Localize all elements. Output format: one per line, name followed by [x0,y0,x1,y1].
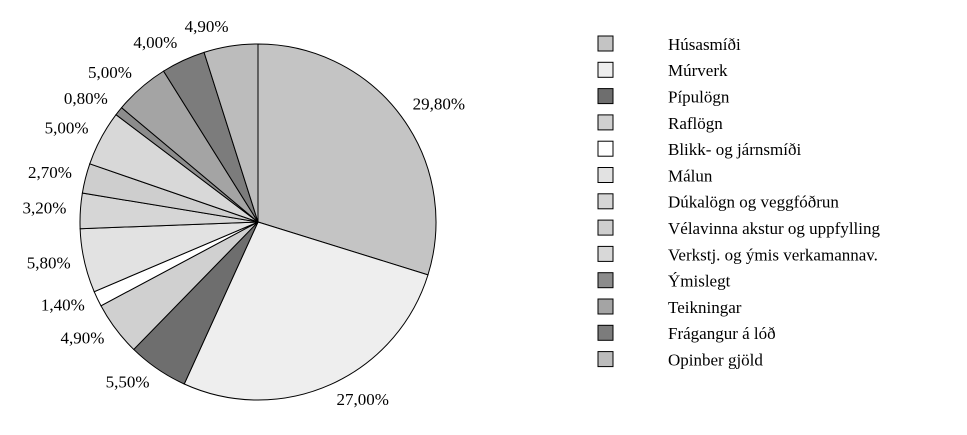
legend-swatch [597,324,614,341]
data-label: 2,70% [28,163,72,182]
legend-label: Dúkalögn og veggfóðrun [668,193,839,212]
legend-swatch [597,298,614,315]
legend-label: Múrverk [668,61,728,80]
legend-swatch [597,35,614,52]
legend-label: Verkstj. og ýmis verkamannav. [668,245,878,264]
data-label: 3,20% [22,199,66,218]
legend-label: Vélavinna akstur og uppfylling [668,219,880,238]
data-label: 1,40% [41,295,85,314]
legend-label: Frágangur á lóð [668,324,776,343]
data-label: 27,00% [336,390,388,409]
legend-swatch [597,272,614,289]
data-label: 5,80% [27,254,71,273]
legend-label: Raflögn [668,114,723,133]
pie-slice [183,221,429,401]
legend-label: Málun [668,166,713,185]
legend-swatch [597,351,614,368]
data-label: 4,90% [61,329,105,348]
legend-swatch [597,245,614,262]
data-label: 4,90% [185,17,229,36]
legend-label: Ýmislegt [668,272,731,291]
data-label: 29,80% [413,95,465,114]
legend-label: Blikk- og járnsmíði [668,140,801,159]
legend-swatch [597,88,614,105]
legend-swatch [597,114,614,131]
legend-label: Húsasmíði [668,35,741,54]
legend-swatch [597,193,614,210]
data-label: 4,00% [133,33,177,52]
data-label: 5,50% [106,373,150,392]
pie-slice [257,43,437,276]
data-label: 5,00% [45,119,89,138]
legend-swatch [597,61,614,78]
pie-slice [203,43,259,223]
data-label: 0,80% [64,89,108,108]
legend-swatch [597,219,614,236]
legend-swatch [597,140,614,157]
legend-label: Teikningar [668,298,742,317]
data-label: 5,00% [88,63,132,82]
legend-swatch [597,167,614,183]
legend-label: Opinber gjöld [668,351,763,370]
legend-label: Pípulögn [668,88,730,107]
